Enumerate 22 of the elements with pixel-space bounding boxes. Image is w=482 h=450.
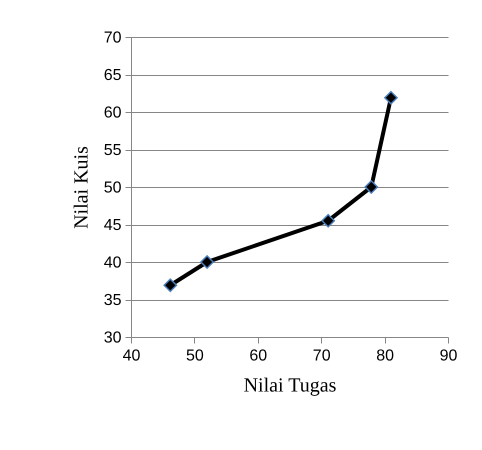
point [200,255,214,269]
point [321,214,336,228]
x-tick-label: 60 [249,348,268,364]
point [163,278,178,292]
y-tick-label: 45 [104,217,122,234]
y-tick-label: 30 [104,330,122,346]
y-tick-label: 40 [104,254,122,272]
x-tick-label: 80 [376,348,394,364]
y-axis-title: Nilai Kuis [70,146,93,229]
point [384,90,398,105]
y-tick-label: 65 [104,67,122,84]
x-tick-label: 40 [122,348,140,364]
y-tick-label: 70 [104,30,122,46]
y-tick-label: 60 [104,104,122,122]
point [364,180,378,194]
x-tick-label: 70 [312,348,331,364]
y-tick-label: 50 [104,180,122,196]
y-tick-label: 55 [104,142,122,159]
x-axis-title: Nilai Tugas [244,374,337,396]
y-tick-label: 35 [104,292,122,309]
x-tick-label: 50 [186,348,204,364]
x-tick-label: 90 [440,348,458,364]
